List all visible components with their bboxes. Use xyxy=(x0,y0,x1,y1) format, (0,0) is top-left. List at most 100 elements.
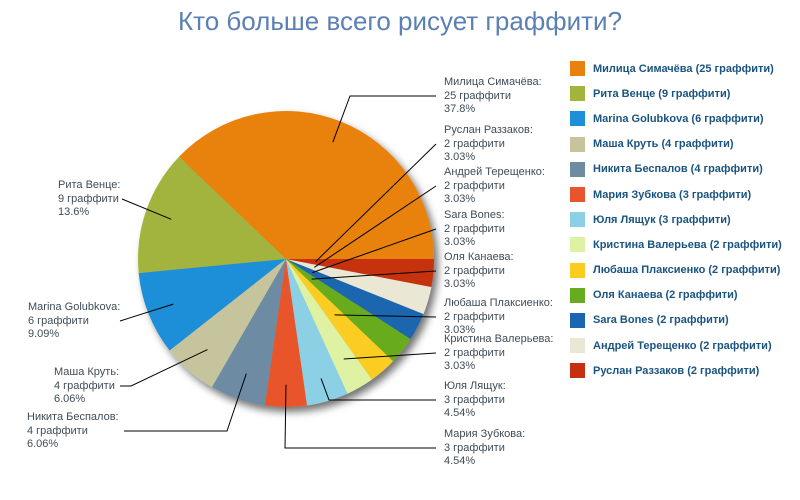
legend-swatch xyxy=(570,262,585,278)
callout-value: 2 граффити xyxy=(444,222,505,235)
legend-label: Руслан Раззаков (2 граффити) xyxy=(593,364,760,377)
legend-label: Рита Венце (9 граффити) xyxy=(593,87,731,100)
callout-line-7 xyxy=(343,352,437,360)
callout-name: Юля Лящук: xyxy=(444,380,506,392)
callout-percent: 3.03% xyxy=(444,193,476,205)
callout-value: 9 граффити xyxy=(58,192,119,205)
callout-value: 4 граффити xyxy=(27,424,88,437)
callout-name: Любаша Плаксиенко: xyxy=(444,297,553,309)
legend-swatch xyxy=(570,212,585,228)
callout-line-4 xyxy=(124,373,247,432)
callout-line-6 xyxy=(320,378,436,401)
legend-swatch xyxy=(570,363,585,379)
legend-item-2[interactable]: Marina Golubkova (6 граффити) xyxy=(570,106,795,131)
legend-swatch xyxy=(570,61,585,77)
callout-label-11: Андрей Терещенко: 2 граффити 3.03% xyxy=(444,166,574,207)
pie-slice-9[interactable] xyxy=(286,259,411,362)
callout-line-10 xyxy=(312,228,437,274)
pie-slice-0[interactable] xyxy=(178,111,434,259)
callout-percent: 6.06% xyxy=(54,393,86,405)
callout-value: 2 граффити xyxy=(444,346,505,359)
callout-label-8: Любаша Плаксиенко: 2 граффити 3.03% xyxy=(444,297,574,338)
callout-name: Андрей Терещенко: xyxy=(444,166,545,178)
pie-slice-4[interactable] xyxy=(212,259,286,406)
legend-item-0[interactable]: Милица Симачёва (25 граффити) xyxy=(570,56,795,81)
callout-label-3: Маша Круть: 4 граффити 6.06% xyxy=(54,366,119,407)
legend-swatch xyxy=(570,111,585,127)
callout-value: 4 граффити xyxy=(54,379,115,392)
legend-item-5[interactable]: Мария Зубкова (3 граффити) xyxy=(570,182,795,207)
callout-line-8 xyxy=(334,314,437,318)
legend-label: Sara Bones (2 граффити) xyxy=(593,314,729,327)
callout-line-12 xyxy=(315,143,437,263)
pie-slice-7[interactable] xyxy=(286,259,372,394)
legend-item-11[interactable]: Андрей Терещенко (2 граффити) xyxy=(570,333,795,358)
callout-line-3 xyxy=(120,349,208,387)
pie-slice-5[interactable] xyxy=(264,259,308,407)
legend: Милица Симачёва (25 граффити) Рита Венце … xyxy=(570,56,795,383)
legend-label: Маша Круть (4 граффити) xyxy=(593,138,734,151)
callout-line-1 xyxy=(121,198,172,220)
callout-name: Sara Bones: xyxy=(444,209,505,221)
callout-name: Маша Круть: xyxy=(54,366,120,378)
callout-label-0: Милица Симачёва: 25 граффити 37.8% xyxy=(444,76,574,117)
callout-value: 25 граффити xyxy=(444,89,511,102)
pie-slices-group xyxy=(138,111,434,407)
legend-label: Андрей Терещенко (2 граффити) xyxy=(593,339,772,352)
callout-name: Мария Зубкова: xyxy=(444,428,526,440)
callout-name: Руслан Раззаков: xyxy=(444,124,533,136)
callout-name: Рита Венце: xyxy=(58,179,121,191)
pie-slice-6[interactable] xyxy=(286,259,348,406)
callout-name: Никита Беспалов: xyxy=(27,411,119,423)
callout-value: 2 граффити xyxy=(444,137,505,150)
legend-item-8[interactable]: Любаша Плаксиенко (2 граффити) xyxy=(570,258,795,283)
callout-percent: 3.03% xyxy=(444,151,476,163)
legend-item-10[interactable]: Sara Bones (2 граффити) xyxy=(570,308,795,333)
legend-item-3[interactable]: Маша Круть (4 граффити) xyxy=(570,132,795,157)
legend-item-1[interactable]: Рита Венце (9 граффити) xyxy=(570,81,795,106)
callout-name: Marina Golubkova: xyxy=(28,301,121,313)
callout-lines-group xyxy=(119,95,437,449)
legend-label: Любаша Плаксиенко (2 граффити) xyxy=(593,264,781,277)
callout-line-0 xyxy=(332,95,436,143)
legend-swatch xyxy=(570,338,585,354)
legend-item-7[interactable]: Кристина Валерьева (2 граффити) xyxy=(570,232,795,257)
callout-label-9: Оля Канаева: 2 граффити 3.03% xyxy=(444,251,574,292)
legend-label: Юля Лящук (3 граффити) xyxy=(593,213,731,226)
callout-label-4: Никита Беспалов: 4 граффити 6.06% xyxy=(27,411,119,452)
legend-swatch xyxy=(570,312,585,328)
legend-label: Милица Симачёва (25 граффити) xyxy=(593,62,774,75)
legend-swatch xyxy=(570,86,585,102)
callout-label-1: Рита Венце: 9 граффити 13.6% xyxy=(58,179,120,220)
callout-name: Кристина Валерьева: xyxy=(444,333,554,345)
legend-item-12[interactable]: Руслан Раззаков (2 граффити) xyxy=(570,358,795,383)
callout-percent: 4.54% xyxy=(444,455,476,467)
legend-item-9[interactable]: Оля Канаева (2 граффити) xyxy=(570,283,795,308)
pie-slice-3[interactable] xyxy=(169,259,286,388)
callout-value: 3 граффити xyxy=(444,393,505,406)
legend-label: Оля Канаева (2 граффити) xyxy=(593,289,738,302)
callout-line-9 xyxy=(311,270,437,280)
callout-label-6: Юля Лящук: 3 граффити 4.54% xyxy=(444,380,574,421)
legend-swatch xyxy=(570,287,585,303)
callout-line-5 xyxy=(284,384,436,449)
pie-slice-12[interactable] xyxy=(286,259,434,288)
pie-slice-11[interactable] xyxy=(286,259,432,315)
pie-slice-8[interactable] xyxy=(286,259,394,380)
legend-item-4[interactable]: Никита Беспалов (4 граффити) xyxy=(570,157,795,182)
chart-title: Кто больше всего рисует граффити? xyxy=(177,6,623,36)
callout-percent: 3.03% xyxy=(444,278,476,290)
legend-item-6[interactable]: Юля Лящук (3 граффити) xyxy=(570,207,795,232)
callout-value: 2 граффити xyxy=(444,310,505,323)
pie-slice-1[interactable] xyxy=(138,156,286,274)
callout-percent: 3.03% xyxy=(444,236,476,248)
callout-line-11 xyxy=(314,185,437,268)
callout-label-2: Marina Golubkova: 6 граффити 9.09% xyxy=(28,301,120,342)
legend-swatch xyxy=(570,161,585,177)
legend-label: Кристина Валерьева (2 граффити) xyxy=(593,238,782,251)
legend-swatch xyxy=(570,187,585,203)
callout-value: 2 граффити xyxy=(444,264,505,277)
pie-slice-2[interactable] xyxy=(138,259,286,351)
